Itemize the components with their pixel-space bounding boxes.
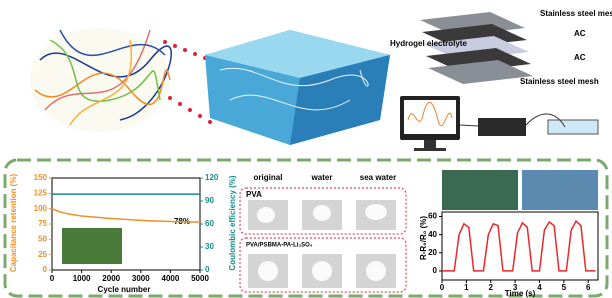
layer-label: Stainless steel mesh <box>540 9 612 18</box>
x-tick-label: 6 <box>586 283 591 292</box>
row-label: PVA <box>246 190 262 199</box>
y-tick-label: 0 <box>43 265 48 274</box>
x-tick-label: 5000 <box>191 274 209 283</box>
x-tick-label: 3000 <box>132 274 150 283</box>
x-tick-label: 4000 <box>162 274 180 283</box>
x-tick-label: 5 <box>562 283 567 292</box>
y-tick-label: 25 <box>38 250 47 259</box>
x-tick-label: 4 <box>537 283 542 292</box>
hydrogel-block <box>205 30 390 145</box>
y2-tick-label: 120 <box>205 173 219 182</box>
layer-label: Hydrogel electrolyte <box>390 39 467 48</box>
y-axis-label: R-R₀/R₀ (%) <box>419 216 428 260</box>
x-axis-label: Cycle number <box>98 285 151 294</box>
x-tick-label: 0 <box>50 274 55 283</box>
y-tick-label: 40 <box>428 230 437 239</box>
red-dots <box>163 40 212 124</box>
row-label: PVA/PSBMA-PA-Li₂SO₄ <box>246 243 313 249</box>
y-tick-label: 0 <box>433 266 438 275</box>
layer-label: AC <box>574 29 586 38</box>
x-axis-label: Time (s) <box>505 289 536 298</box>
column-header: water <box>311 173 333 182</box>
y2-axis-label: Coulombic efficiency (%) <box>228 175 237 270</box>
y-tick-label: 50 <box>38 234 47 243</box>
polymer-network <box>30 28 171 132</box>
x-tick-label: 1000 <box>73 274 91 283</box>
y-tick-label: 100 <box>34 204 48 213</box>
finger-photo <box>442 170 518 210</box>
y2-tick-label: 60 <box>205 219 214 228</box>
layer-label: AC <box>574 53 586 62</box>
column-header: sea water <box>360 173 396 182</box>
x-tick-label: 0 <box>440 283 445 292</box>
y-axis-label: Capacitance retention (%) <box>9 174 18 273</box>
layer-label: Stainless steel mesh <box>520 77 599 86</box>
y2-tick-label: 30 <box>205 242 214 251</box>
column-header: original <box>254 173 283 182</box>
y-tick-label: 75 <box>38 219 47 228</box>
x-tick-label: 2000 <box>102 274 120 283</box>
figure: Stainless steel mesh AC Hydrogel electro… <box>0 0 612 298</box>
device-photo <box>62 228 122 264</box>
finger-photo <box>522 170 598 210</box>
y-tick-label: 60 <box>428 212 437 221</box>
x-tick-label: 3 <box>513 283 518 292</box>
data-line <box>442 221 596 271</box>
measurement-setup <box>400 96 598 151</box>
y-tick-label: 150 <box>34 173 48 182</box>
x-tick-label: 2 <box>489 283 494 292</box>
y-tick-label: 125 <box>34 188 48 197</box>
x-tick-label: 1 <box>464 283 469 292</box>
plot-frame <box>442 212 598 280</box>
y2-tick-label: 90 <box>205 196 214 205</box>
y2-tick-label: 0 <box>205 265 210 274</box>
y-tick-label: 20 <box>428 248 437 257</box>
